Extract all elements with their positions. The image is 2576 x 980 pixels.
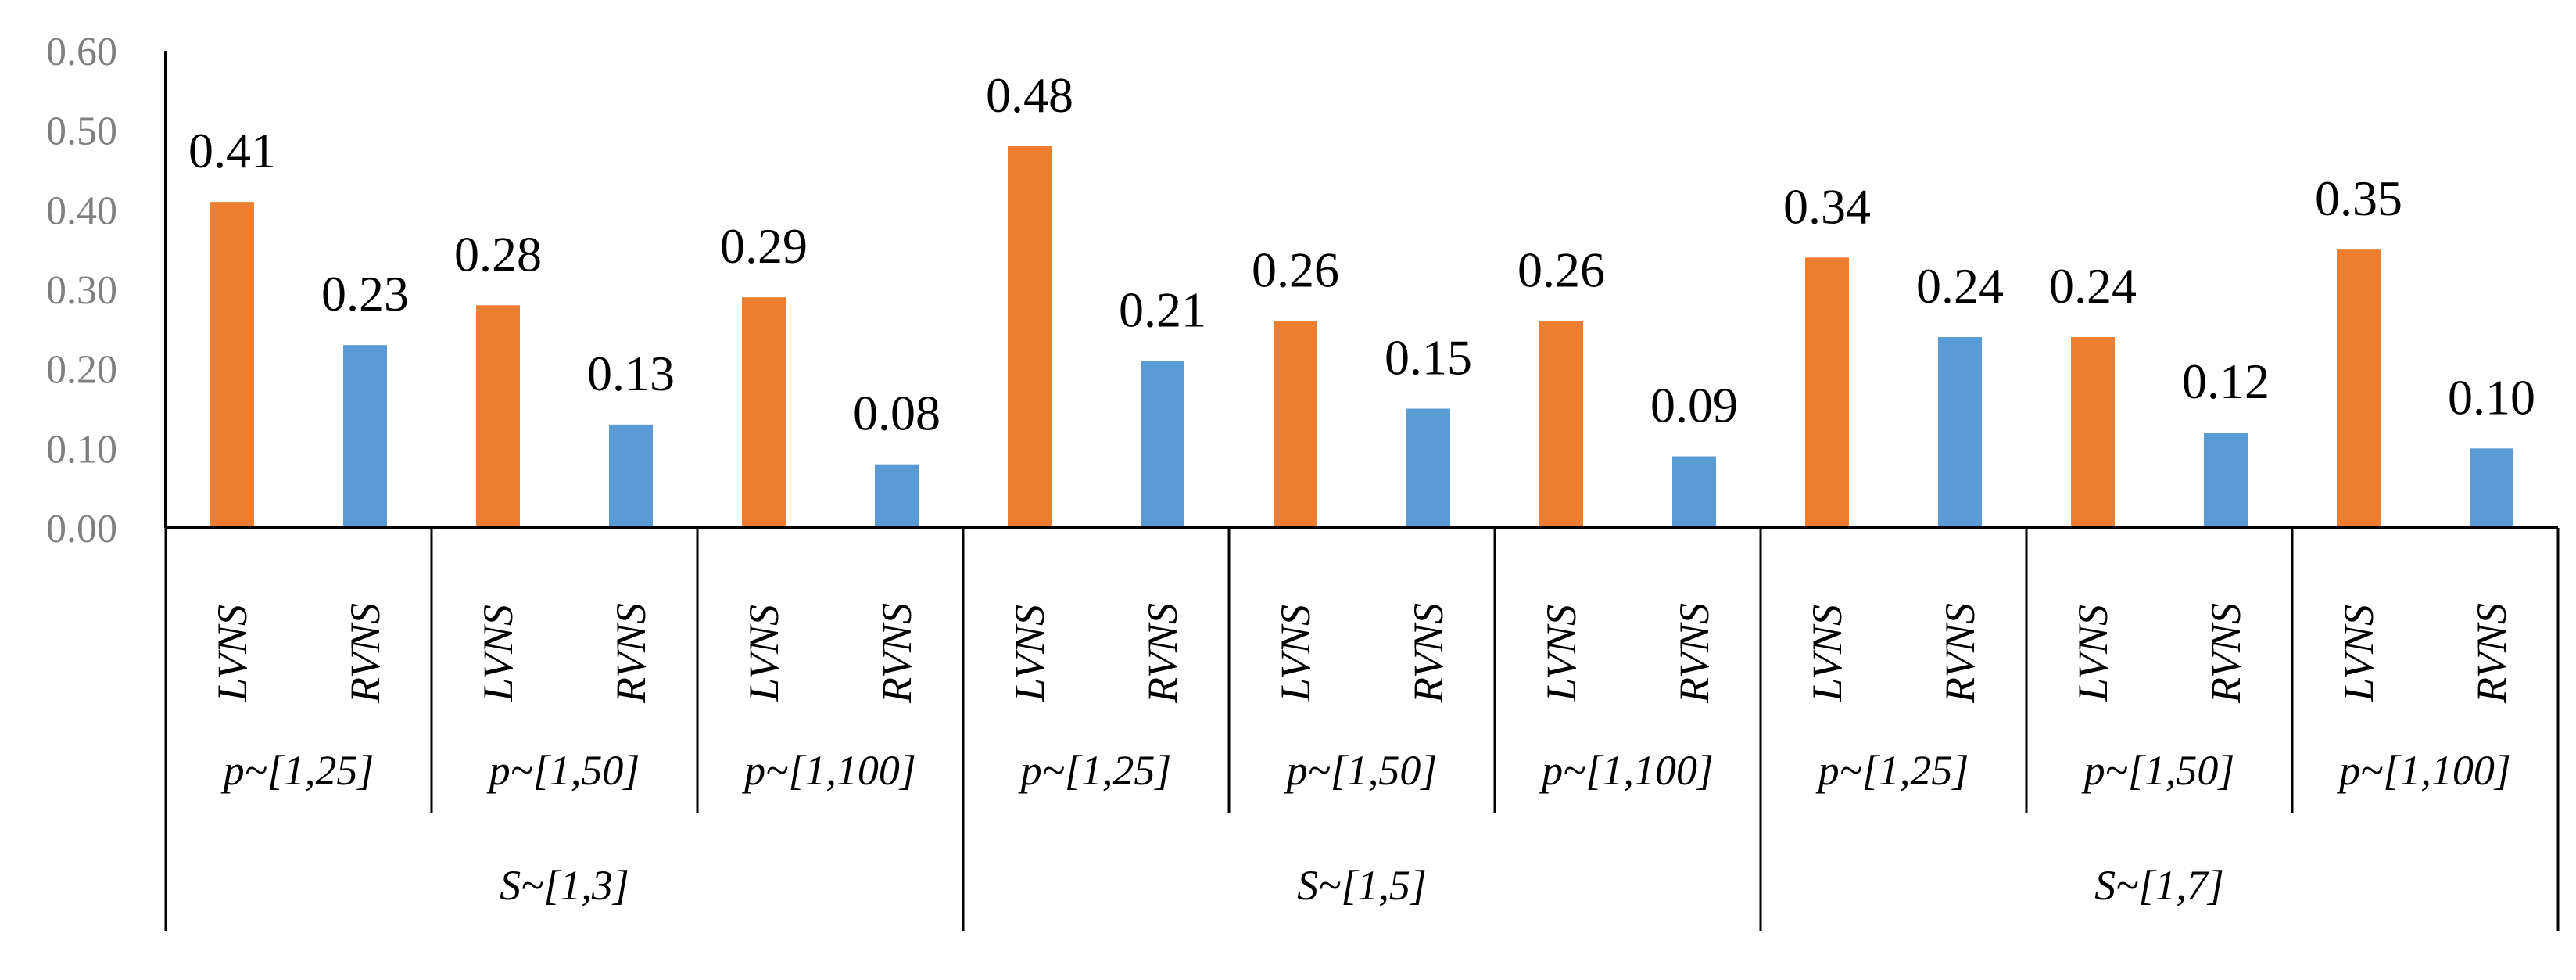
category-label: LVNS [1006,605,1053,702]
bar-lvns [1805,257,1849,528]
y-tick-label: 0.20 [46,348,117,393]
bar-rvns [609,424,653,528]
category-label: LVNS [2069,605,2116,702]
data-label: 0.26 [1252,242,1339,298]
subgroup-label: p~[1,50] [2081,747,2235,794]
subgroup-label: p~[1,100] [1539,747,1714,794]
bar-rvns [1406,408,1450,528]
category-label: RVNS [2468,603,2515,704]
bar-lvns [2337,249,2381,528]
data-label: 0.08 [853,386,940,441]
category-label: RVNS [342,603,389,704]
category-label: LVNS [475,605,521,702]
bar-lvns [2071,337,2115,528]
data-label: 0.13 [587,346,675,401]
bar-rvns [875,464,919,528]
bar-rvns [1141,361,1184,528]
data-label: 0.35 [2315,171,2402,226]
data-label: 0.09 [1650,378,1738,433]
group-label: S~[1,3] [500,862,629,909]
data-label: 0.26 [1517,242,1605,298]
subgroup-label: p~[1,25] [1815,747,1969,794]
bar-rvns [1672,456,1716,528]
category-label: RVNS [1671,603,1718,704]
data-label: 0.28 [454,226,542,282]
y-tick-label: 0.60 [46,30,117,74]
subgroup-label: p~[1,50] [486,747,640,794]
y-tick-label: 0.40 [46,188,117,233]
category-label: LVNS [2335,605,2382,702]
bar-lvns [742,297,786,528]
data-label: 0.15 [1385,330,1472,386]
data-label: 0.48 [986,67,1073,123]
category-label: LVNS [1804,605,1850,702]
subgroup-label: p~[1,50] [1284,747,1438,794]
category-label: RVNS [2202,603,2249,704]
data-label: 0.34 [1783,178,1871,234]
subgroup-label: p~[1,100] [741,747,916,794]
group-label: S~[1,5] [1297,862,1427,909]
category-label: RVNS [1936,603,1983,704]
bar-rvns [2204,433,2248,528]
data-label: 0.10 [2448,369,2535,425]
y-tick-label: 0.30 [46,268,117,313]
bar-rvns [1938,337,1982,528]
category-label: RVNS [873,603,920,704]
data-label: 0.24 [1916,258,2004,314]
bar-lvns [1274,321,1317,528]
subgroup-label: p~[1,25] [220,747,374,794]
data-label: 0.12 [2182,354,2270,409]
subgroup-label: p~[1,100] [2336,747,2511,794]
category-label: RVNS [1139,603,1186,704]
bar-lvns [476,305,520,528]
y-tick-label: 0.50 [46,109,117,154]
category-label: LVNS [209,605,256,702]
category-label: RVNS [1405,603,1452,704]
category-label: RVNS [607,603,654,704]
data-label: 0.23 [321,266,409,321]
category-label: LVNS [740,605,787,702]
data-label: 0.21 [1119,282,1206,338]
y-tick-label: 0.10 [46,427,117,472]
data-label: 0.24 [2049,258,2137,314]
data-label: 0.41 [188,123,276,178]
data-label: 0.29 [720,218,808,274]
subgroup-label: p~[1,25] [1018,747,1172,794]
bar-lvns [1539,321,1583,528]
bar-rvns [343,345,387,528]
bar-rvns [2470,448,2513,528]
group-label: S~[1,7] [2094,862,2224,909]
category-label: LVNS [1272,605,1319,702]
bar-lvns [210,202,254,528]
category-label: LVNS [1538,605,1585,702]
bar-lvns [1008,146,1052,528]
y-tick-label: 0.00 [46,507,117,551]
